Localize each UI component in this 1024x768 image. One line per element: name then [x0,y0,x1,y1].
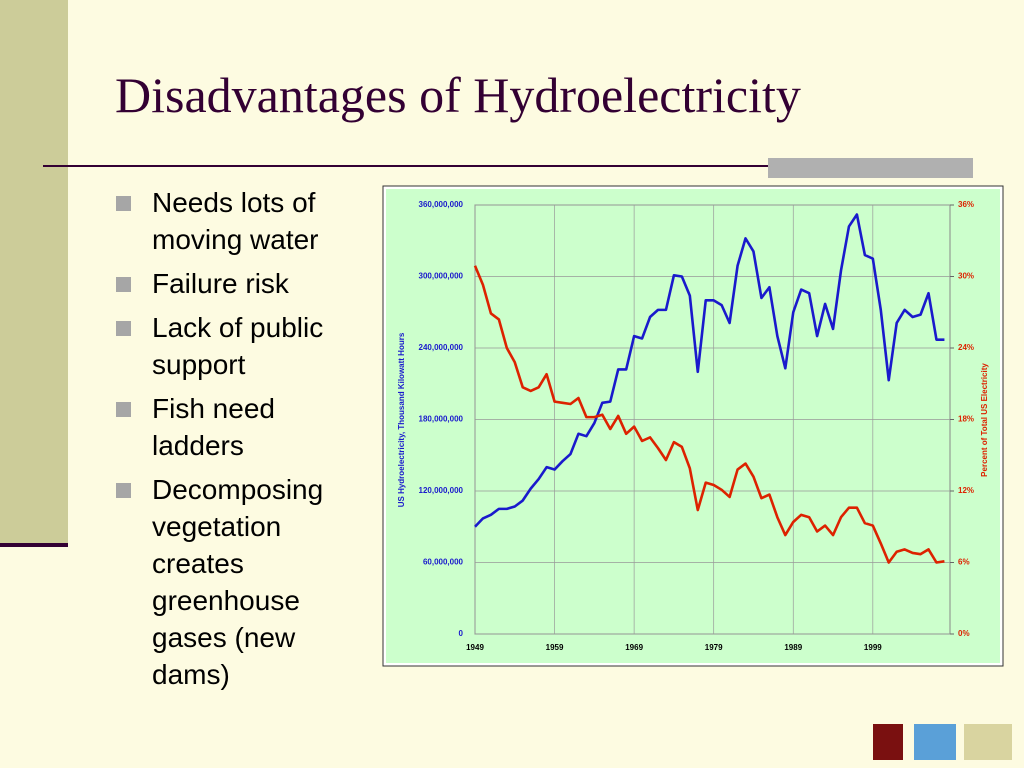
slide-title: Disadvantages of Hydroelectricity [115,67,801,123]
y2-axis-title: Percent of Total US Electricity [980,363,989,477]
x-tick-label: 1959 [546,643,564,652]
side-strip [0,0,68,545]
y-tick-label: 360,000,000 [419,200,464,209]
y2-tick-label: 12% [958,486,974,495]
x-tick-label: 1949 [466,643,484,652]
x-tick-label: 1999 [864,643,882,652]
y-tick-label: 120,000,000 [419,486,464,495]
y-tick-label: 300,000,000 [419,272,464,281]
nav-icon[interactable] [873,724,903,760]
bullet: Needs lots of moving water [114,184,354,258]
bullet: Failure risk [114,265,354,302]
title-rule [43,165,973,167]
y-tick-label: 60,000,000 [423,558,464,567]
y-tick-label: 240,000,000 [419,343,464,352]
title-rule-bar [768,158,973,178]
bullet: Decomposing vegetation creates greenhous… [114,471,354,693]
bullet: Fish need ladders [114,390,354,464]
nav-icon[interactable] [914,724,956,760]
y2-tick-label: 30% [958,272,974,281]
bullet-list: Needs lots of moving water Failure risk … [114,184,354,700]
side-rule [0,543,68,547]
y-axis-title: US Hydroelectricity, Thousand Kilowatt H… [397,332,406,507]
nav-icon[interactable] [964,724,1012,760]
x-tick-label: 1969 [625,643,643,652]
y2-tick-label: 6% [958,558,970,567]
bullet: Lack of public support [114,309,354,383]
series-line [473,265,945,564]
y2-tick-label: 24% [958,343,974,352]
y2-tick-label: 0% [958,629,970,638]
x-tick-label: 1979 [705,643,723,652]
y2-tick-label: 18% [958,415,974,424]
series-line [474,213,945,528]
y-tick-label: 0 [459,629,464,638]
y2-tick-label: 36% [958,200,974,209]
y-tick-label: 180,000,000 [419,415,464,424]
x-tick-label: 1989 [784,643,802,652]
